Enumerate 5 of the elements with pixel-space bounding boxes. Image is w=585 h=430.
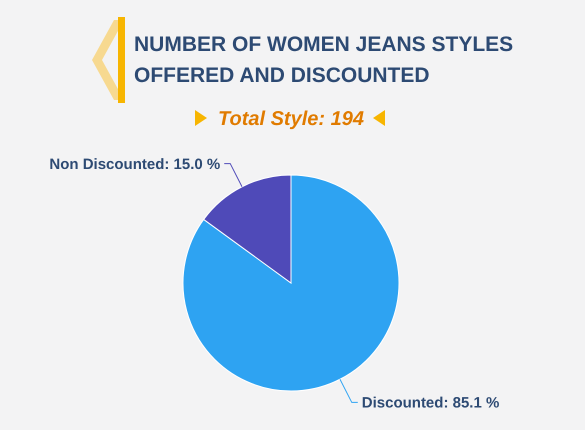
chart-subtitle: Total Style: 194 xyxy=(218,108,364,130)
slice-label: Non Discounted: 15.0 % xyxy=(49,156,220,173)
chart-title: NUMBER OF WOMEN JEANS STYLES OFFERED AND DISCOUNTED xyxy=(134,33,514,87)
slice-label: Discounted: 85.1 % xyxy=(362,394,500,412)
pie-slice xyxy=(182,174,400,392)
